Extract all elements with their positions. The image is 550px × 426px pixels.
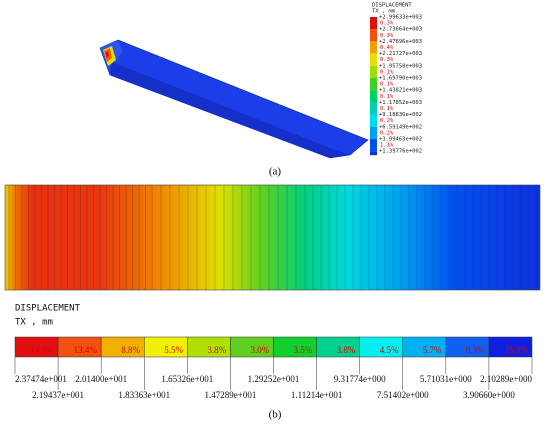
legend-swatch — [370, 114, 377, 127]
legend-percent: 3.8% — [337, 345, 356, 355]
legend-label: 5.71031e+000 — [420, 374, 472, 384]
legend-swatch — [370, 65, 377, 78]
legend-label: 3.90660e+000 — [463, 390, 515, 400]
legend-label: +1.95758e+003 — [379, 63, 422, 69]
legend-label: +2.73664e+003 — [379, 27, 422, 33]
legend-swatch — [488, 336, 533, 358]
legend-label: +1.69790e+003 — [379, 76, 422, 82]
legend-label: 2.37474e+001 — [15, 374, 67, 384]
model-3d — [99, 39, 369, 159]
legend-percent: 13.4% — [74, 345, 98, 355]
legend-label: 2.01400e+001 — [75, 374, 127, 384]
legend-percent: 14.5% — [31, 345, 55, 355]
legend-label: +9.18836e+002 — [379, 112, 422, 118]
caption: (a) — [269, 166, 282, 178]
legend-percent: 0.1% — [380, 82, 394, 88]
legend-swatch — [370, 53, 377, 66]
legend-swatch — [370, 78, 377, 91]
legend-swatch — [370, 41, 377, 54]
legend-percent: 0.4% — [380, 45, 394, 51]
legend-percent: 0.3% — [380, 21, 394, 27]
legend-label: +6.59149e+002 — [379, 124, 422, 130]
legend-swatch — [370, 90, 377, 103]
legend-label: 2.19437e+001 — [32, 390, 84, 400]
legend-label: +2.47696e+003 — [379, 39, 422, 45]
legend-percent: 5.7% — [423, 345, 442, 355]
legend-percent: 8.3% — [466, 345, 485, 355]
legend-label: 1.47289e+001 — [205, 390, 257, 400]
legend-swatch — [370, 102, 377, 115]
legend-swatch — [370, 126, 377, 139]
legend-percent: 0.1% — [380, 106, 394, 112]
legend-percent: 8.8% — [121, 345, 140, 355]
legend-label: +2.21727e+003 — [379, 51, 422, 57]
legend-swatch — [370, 17, 377, 30]
legend-percent: 0.3% — [380, 57, 394, 63]
strip-lines — [8, 185, 538, 290]
legend-percent: 3.0% — [250, 345, 269, 355]
legend-label: 1.11214e+001 — [291, 390, 343, 400]
contour-strip — [4, 184, 541, 291]
legend-percent: 0.3% — [380, 33, 394, 39]
legend-percent: 3.5% — [294, 345, 313, 355]
legend-label: +3.99463e+002 — [379, 137, 422, 143]
legend-title: DISPLACEMENT — [372, 3, 412, 9]
legend-label: 1.65326e+001 — [161, 374, 213, 384]
legend-percent: 5.5% — [164, 345, 183, 355]
legend-percent: 0.1% — [380, 94, 394, 100]
legend-percent: 0.1% — [380, 69, 394, 75]
legend-label: 7.51402e+000 — [377, 390, 429, 400]
legend-percent: 25.3% — [504, 345, 528, 355]
legend-percent: 0.2% — [380, 130, 394, 136]
legend-swatch — [370, 29, 377, 42]
legend-label: +1.17852e+003 — [379, 100, 422, 106]
legend-swatch — [370, 151, 377, 156]
legend-percent: 4.5% — [380, 345, 399, 355]
legend-title: DISPLACEMENT — [15, 304, 81, 314]
caption: (b) — [269, 409, 282, 421]
legend-percent: 0.2% — [380, 118, 394, 124]
legend-swatch — [370, 139, 377, 152]
legend-label: 1.29252e+001 — [248, 374, 300, 384]
legend-unit: TX , mm — [372, 9, 396, 15]
legend-unit: TX , mm — [15, 318, 53, 328]
legend-label: 2.10289e+000 — [480, 374, 532, 384]
legend-label: +1.43821e+003 — [379, 88, 422, 94]
legend-label: 9.31774e+000 — [334, 374, 386, 384]
legend-label: +1.39776e+002 — [379, 149, 422, 155]
legend-percent: 3.8% — [207, 345, 226, 355]
legend-label: 1.83363e+001 — [118, 390, 170, 400]
legend-percent: 1.1% — [380, 143, 394, 149]
legend-label: +2.99633e+003 — [379, 15, 422, 21]
